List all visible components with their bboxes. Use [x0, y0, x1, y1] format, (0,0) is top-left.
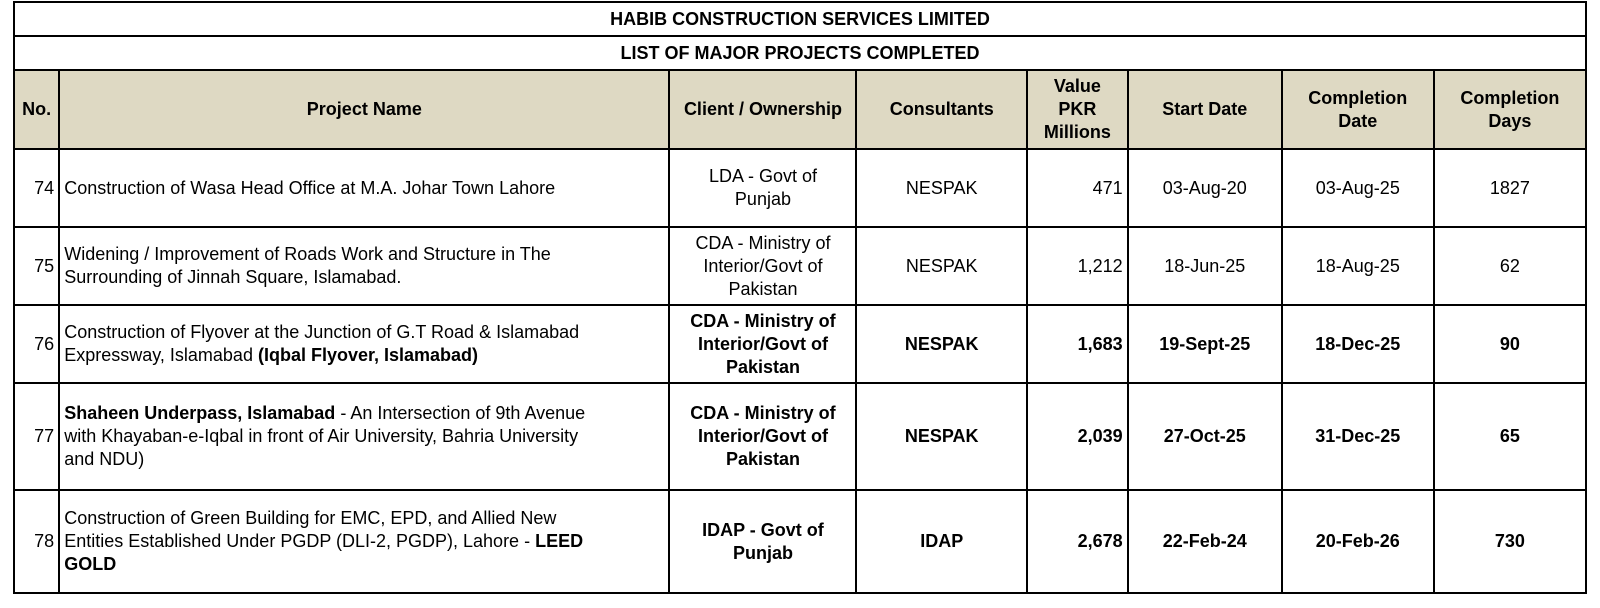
client-line: Interior/Govt of	[703, 255, 823, 276]
row-no: 76	[12, 304, 61, 384]
client-line: Interior/Govt of	[697, 426, 828, 446]
completion-date: 31-Dec-25	[1280, 382, 1435, 491]
completion-date: 18-Dec-25	[1280, 304, 1435, 384]
start-date: 27-Oct-25	[1126, 382, 1283, 491]
header-completion-days: Completion Days	[1432, 69, 1588, 150]
client-line: CDA - Ministry of	[690, 310, 836, 331]
header-value-line2: PKR	[1058, 99, 1097, 119]
client-line: Pakistan	[725, 449, 800, 469]
row-no: 75	[12, 226, 61, 306]
completion-days: 65	[1432, 382, 1588, 491]
consultant: NESPAK	[855, 226, 1028, 306]
project-name: Construction of Wasa Head Office at M.A.…	[58, 148, 671, 228]
project-line: - An Intersection of 9th Avenue	[340, 403, 586, 423]
header-value: Value PKR Millions	[1026, 69, 1129, 150]
start-date: 19-Sept-25	[1126, 304, 1283, 384]
project-name: Construction of Flyover at the Junction …	[58, 304, 671, 384]
completion-date: 20-Feb-26	[1280, 489, 1435, 594]
header-completion-days-line2: Days	[1488, 110, 1532, 131]
start-date: 03-Aug-20	[1126, 148, 1283, 228]
row-no: 78	[12, 489, 61, 594]
consultant: IDAP	[855, 489, 1028, 594]
project-name: Widening / Improvement of Roads Work and…	[58, 226, 671, 306]
client-line: IDAP - Govt of	[702, 519, 824, 540]
value: 1,683	[1026, 304, 1129, 384]
project-line: Expressway, Islamabad	[64, 345, 253, 365]
list-title: LIST OF MAJOR PROJECTS COMPLETED	[13, 35, 1587, 71]
table-row: 75 Widening / Improvement of Roads Work …	[12, 226, 1588, 306]
client-line: Pakistan	[725, 356, 800, 377]
project-highlight: GOLD	[64, 554, 117, 574]
project-highlight: (Iqbal Flyover, Islamabad)	[257, 345, 479, 365]
consultant: NESPAK	[855, 304, 1028, 384]
client-line: Pakistan	[728, 278, 798, 299]
completion-date: 03-Aug-25	[1280, 148, 1435, 228]
consultant: NESPAK	[855, 148, 1028, 228]
value: 2,678	[1026, 489, 1129, 594]
row-no: 77	[12, 382, 61, 491]
header-value-line1: Value	[1053, 76, 1101, 96]
header-completion-date-line1: Completion	[1308, 87, 1408, 108]
value: 2,039	[1026, 382, 1129, 491]
client: IDAP - Govt of Punjab	[668, 489, 858, 594]
client-line: LDA - Govt of	[708, 166, 817, 186]
project-line: and NDU)	[64, 449, 145, 469]
client-line: Interior/Govt of	[697, 333, 828, 354]
start-date: 22-Feb-24	[1126, 489, 1283, 594]
header-start-date: Start Date	[1126, 69, 1283, 150]
table-row: 77 Shaheen Underpass, Islamabad - An Int…	[12, 382, 1588, 491]
completion-date: 18-Aug-25	[1280, 226, 1435, 306]
project-name: Construction of Green Building for EMC, …	[58, 489, 671, 594]
client: CDA - Ministry of Interior/Govt of Pakis…	[668, 304, 858, 384]
value: 471	[1026, 148, 1129, 228]
client-line: Punjab	[732, 542, 793, 563]
header-completion-date: Completion Date	[1280, 69, 1435, 150]
project-line: Construction of Flyover at the Junction …	[64, 322, 580, 342]
project-line: Widening / Improvement of Roads Work and…	[64, 244, 551, 264]
header-no: No.	[12, 69, 61, 150]
header-consultants: Consultants	[855, 69, 1028, 150]
table-row: 74 Construction of Wasa Head Office at M…	[12, 148, 1588, 228]
header-row: No. Project Name Client / Ownership Cons…	[12, 69, 1588, 150]
project-highlight: LEED	[535, 531, 584, 551]
header-completion-days-line1: Completion	[1460, 87, 1560, 108]
projects-table: HABIB CONSTRUCTION SERVICES LIMITED LIST…	[12, 1, 1588, 594]
header-completion-date-line2: Date	[1338, 110, 1378, 131]
header-client: Client / Ownership	[668, 69, 858, 150]
completion-days: 1827	[1432, 148, 1588, 228]
client-line: CDA - Ministry of	[690, 403, 836, 423]
project-line: Entities Established Under PGDP (DLI-2, …	[64, 531, 531, 551]
table-row: 76 Construction of Flyover at the Juncti…	[12, 304, 1588, 384]
completion-days: 730	[1432, 489, 1588, 594]
header-value-line3: Millions	[1043, 122, 1111, 142]
table-row: 78 Construction of Green Building for EM…	[12, 489, 1588, 594]
client: CDA - Ministry of Interior/Govt of Pakis…	[668, 226, 858, 306]
value: 1,212	[1026, 226, 1129, 306]
project-line: Surrounding of Jinnah Square, Islamabad.	[64, 267, 402, 287]
header-project-name: Project Name	[58, 69, 671, 150]
client: CDA - Ministry of Interior/Govt of Pakis…	[668, 382, 858, 491]
project-name: Shaheen Underpass, Islamabad - An Inters…	[58, 382, 671, 491]
consultant: NESPAK	[855, 382, 1028, 491]
completion-days: 90	[1432, 304, 1588, 384]
completion-days: 62	[1432, 226, 1588, 306]
client: LDA - Govt of Punjab	[668, 148, 858, 228]
project-line: Construction of Green Building for EMC, …	[64, 508, 557, 528]
client-line: Punjab	[734, 189, 791, 209]
client-line: CDA - Ministry of	[695, 232, 831, 253]
project-line: with Khayaban-e-Iqbal in front of Air Un…	[64, 426, 579, 446]
company-title: HABIB CONSTRUCTION SERVICES LIMITED	[13, 1, 1587, 37]
row-no: 74	[12, 148, 61, 228]
start-date: 18-Jun-25	[1126, 226, 1283, 306]
project-highlight: Shaheen Underpass, Islamabad	[64, 403, 336, 423]
